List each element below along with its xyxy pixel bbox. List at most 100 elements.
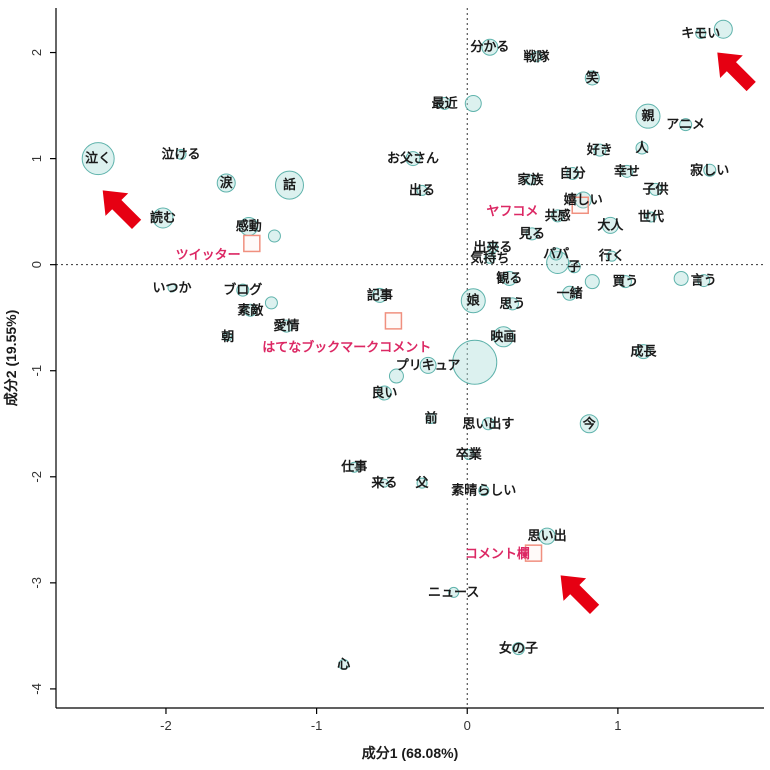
- word-label: 買う: [612, 274, 638, 289]
- word-label: 観る: [495, 270, 522, 285]
- word-label: 言う: [691, 273, 717, 288]
- word-bubble: [679, 118, 693, 132]
- word-label: 思い出: [528, 528, 567, 543]
- word-label: 行く: [598, 248, 625, 263]
- word-bubble: [601, 216, 619, 234]
- word-bubble: [695, 27, 707, 39]
- y-tick-label: -3: [29, 577, 44, 589]
- word-label: 自分: [560, 165, 586, 180]
- media-marker: [571, 196, 589, 215]
- word-bubble: [618, 275, 632, 289]
- word-bubble: [481, 417, 495, 431]
- word-label: 親: [642, 108, 655, 123]
- word-bubble: [501, 270, 517, 286]
- word-label: 分かる: [470, 39, 509, 54]
- word-bubble: [425, 412, 437, 424]
- word-bubble: [620, 164, 634, 178]
- word-label: 話: [283, 177, 296, 192]
- word-label: 感動: [236, 218, 262, 233]
- word-bubble: [546, 251, 570, 275]
- word-bubble: [567, 260, 581, 274]
- word-label: 愛情: [273, 318, 299, 333]
- word-bubble: [279, 319, 293, 333]
- x-axis-title: 成分1 (68.08%): [362, 745, 458, 761]
- y-tick-label: 2: [29, 49, 44, 56]
- word-bubble: [549, 247, 563, 261]
- word-bubble: [81, 142, 115, 176]
- word-label: 幸せ: [614, 163, 640, 178]
- word-bubble: [167, 283, 177, 293]
- arrow-annotation: [102, 190, 142, 229]
- word-bubble: [538, 527, 556, 545]
- word-label: 家族: [518, 172, 545, 187]
- word-label: 今: [582, 416, 597, 431]
- media-marker: [384, 312, 403, 330]
- word-bubble: [562, 285, 578, 301]
- word-label: いつか: [152, 280, 191, 295]
- word-bubble: [376, 385, 392, 401]
- word-label: 父: [415, 475, 430, 490]
- word-bubble: [525, 227, 539, 241]
- word-label: 子: [568, 259, 581, 274]
- word-bubble: [464, 94, 482, 112]
- word-bubble: [697, 274, 711, 288]
- word-bubble: [379, 478, 389, 488]
- word-bubble: [448, 586, 460, 598]
- word-bubble: [713, 19, 733, 39]
- word-bubble: [579, 414, 599, 434]
- word-label: 子供: [643, 181, 669, 196]
- word-bubble: [645, 211, 657, 223]
- word-bubble: [236, 283, 250, 297]
- word-bubble: [505, 297, 519, 311]
- word-label: 読む: [150, 210, 176, 225]
- media-label: ツイッター: [176, 247, 241, 262]
- word-label: アニメ: [666, 117, 705, 132]
- word-bubble: [635, 141, 649, 155]
- y-tick-label: -1: [29, 365, 44, 377]
- word-label: キモい: [681, 25, 720, 40]
- word-label: 来る: [370, 475, 397, 490]
- word-bubble: [531, 51, 543, 63]
- media-marker: [243, 234, 261, 253]
- word-bubble: [574, 191, 592, 209]
- word-bubble: [481, 38, 499, 56]
- x-tick-label: -2: [160, 718, 172, 733]
- word-label: 泣ける: [162, 146, 201, 161]
- word-bubble: [223, 332, 233, 342]
- word-label: 寂しい: [690, 162, 729, 177]
- word-bubble: [566, 166, 580, 180]
- word-label: 出る: [409, 182, 435, 197]
- word-bubble: [525, 174, 537, 186]
- media-label: コメント欄: [465, 546, 530, 561]
- x-tick-label: 0: [464, 718, 471, 733]
- word-label: 泣く: [85, 151, 111, 166]
- word-bubble: [703, 163, 717, 177]
- word-label: ブログ: [223, 282, 262, 297]
- word-label: 成長: [630, 344, 657, 359]
- media-label: ヤフコメ: [486, 204, 538, 219]
- word-label: ニュース: [428, 584, 479, 599]
- word-label: 仕事: [340, 459, 367, 474]
- word-bubble: [511, 642, 525, 656]
- word-bubble: [338, 659, 350, 671]
- word-bubble: [635, 103, 661, 129]
- word-label: 女の子: [499, 641, 538, 656]
- word-label: パパ: [543, 246, 569, 261]
- word-label: 朝: [221, 329, 234, 344]
- word-bubble: [492, 326, 514, 348]
- word-bubble: [649, 182, 663, 196]
- word-label: 大人: [597, 217, 624, 232]
- word-bubble: [388, 368, 404, 384]
- word-bubble: [584, 70, 600, 86]
- word-label: お父さん: [387, 151, 439, 166]
- word-label: 見る: [518, 226, 545, 241]
- word-label: 好き: [586, 142, 613, 157]
- y-axis-title: 成分2 (19.55%): [3, 310, 19, 406]
- word-label: 世代: [638, 209, 664, 224]
- y-tick-label: 0: [29, 261, 44, 268]
- word-bubble: [593, 143, 607, 157]
- word-label: 戦隊: [524, 49, 551, 64]
- word-bubble: [551, 209, 565, 223]
